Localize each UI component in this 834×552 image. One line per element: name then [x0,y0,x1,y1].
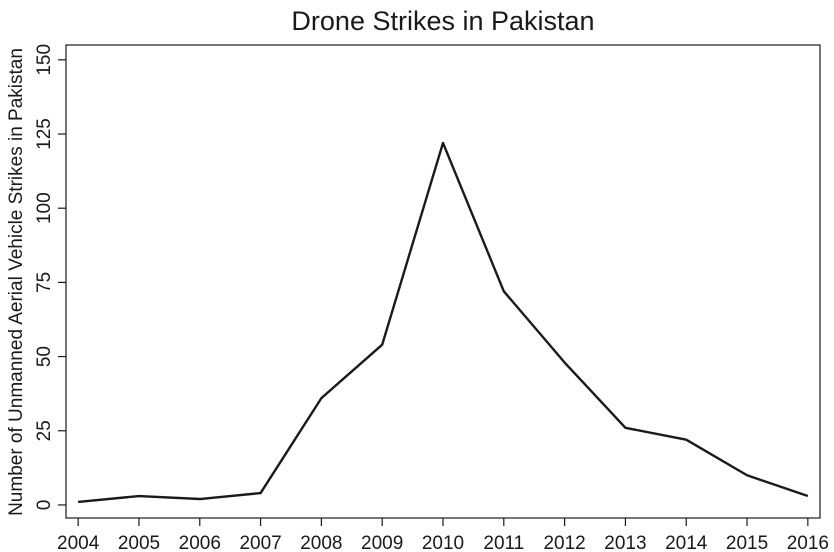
x-tick-label: 2009 [361,533,403,552]
x-tick-label: 2007 [239,533,281,552]
x-tick-label: 2012 [543,533,585,552]
y-tick-label: 75 [34,272,55,293]
x-tick-label: 2013 [604,533,646,552]
y-tick-label: 0 [34,500,55,511]
x-tick-label: 2014 [665,533,708,552]
x-tick-label: 2010 [422,533,464,552]
x-tick-label: 2011 [483,533,524,552]
chart-title: Drone Strikes in Pakistan [291,6,594,36]
y-tick-label: 150 [34,44,55,76]
x-tick-label: 2004 [57,533,100,552]
y-tick-label: 25 [34,420,55,441]
x-tick-label: 2016 [787,533,829,552]
x-tick-label: 2005 [118,533,160,552]
y-tick-label: 50 [34,346,55,367]
x-tick-label: 2015 [726,533,768,552]
line [78,141,809,504]
y-tick-label: 125 [34,118,55,150]
y-axis-label: Number of Unmanned Aerial Vehicle Strike… [6,48,27,516]
y-tick-label: 100 [34,192,55,224]
x-tick-label: 2008 [300,533,342,552]
x-tick-label: 2006 [179,533,221,552]
